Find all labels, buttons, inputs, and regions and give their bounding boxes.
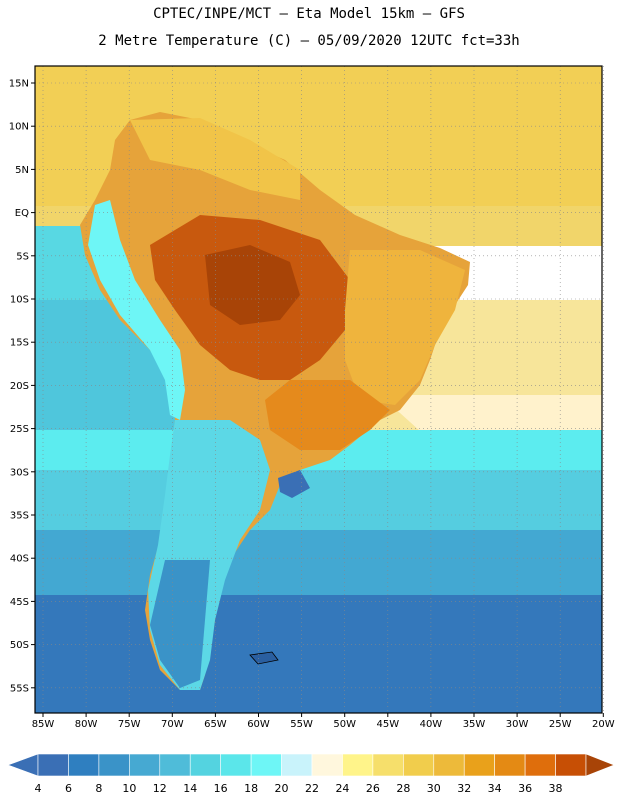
lat-tick-label: 10S: [10, 295, 29, 306]
lon-tick-label: 25W: [549, 719, 572, 730]
lon-tick-label: 65W: [204, 719, 227, 730]
colorbar-label: 34: [488, 782, 502, 795]
lat-tick-label: 55S: [10, 683, 29, 694]
lat-tick-label: 5N: [15, 165, 29, 176]
colorbar-label: 28: [396, 782, 410, 795]
andes-cool-strip: [88, 200, 185, 420]
colorbar-swatch: [403, 753, 435, 777]
longitude-axis: 85W 80W 75W 70W 65W 60W 55W 50W 45W 40W 35W 30W 25W 2…: [32, 713, 615, 730]
colorbar-label: 26: [366, 782, 380, 795]
map-frame: [34, 65, 603, 714]
patagonia: [150, 560, 210, 688]
colorbar-swatch: [281, 753, 313, 777]
map-title-line2: 2 Metre Temperature (C) – 05/09/2020 12U…: [98, 33, 520, 49]
lat-tick-label: 30S: [10, 467, 29, 478]
lon-tick-label: 55W: [290, 719, 313, 730]
east-brazil: [345, 250, 465, 405]
lon-tick-label: 40W: [420, 719, 443, 730]
lat-tick-label: 5S: [16, 251, 29, 262]
colorbar-swatch: [37, 753, 69, 777]
colorbar-max-arrow: [585, 753, 615, 777]
lat-tick-label: 25S: [10, 424, 29, 435]
colorbar-swatch: [494, 753, 526, 777]
lat-tick-label: 40S: [10, 554, 29, 565]
colorbar-swatch: [98, 753, 130, 777]
lon-tick-label: 50W: [333, 719, 356, 730]
colorbar-swatch: [189, 753, 221, 777]
colorbar-swatch: [250, 753, 282, 777]
south-brazil: [265, 380, 390, 450]
colorbar-swatch: [220, 753, 252, 777]
graticule: [35, 66, 604, 713]
colorbar-label: 36: [518, 782, 532, 795]
lat-tick-label: 50S: [10, 640, 29, 651]
colorbar-swatch: [68, 753, 100, 777]
colorbar-min-arrow: [7, 753, 39, 777]
lat-tick-label: 15N: [9, 79, 29, 90]
lat-tick-label: 15S: [10, 338, 29, 349]
very-hot-core: [205, 245, 300, 325]
falkland-islands: [249, 651, 279, 665]
colorbar-swatch: [159, 753, 191, 777]
colorbar-label: 4: [35, 782, 42, 795]
lat-tick-label: 35S: [10, 511, 29, 522]
rio-de-la-plata: [278, 470, 310, 498]
colorbar-label: 24: [335, 782, 349, 795]
colorbar-label: 10: [122, 782, 136, 795]
lon-tick-label: 35W: [463, 719, 486, 730]
colorbar-label: 8: [95, 782, 102, 795]
latitude-axis: 15N 10N 5N EQ 5S 10S 15S 20S 25S 30S 35S 40S 45S 50S 5…: [9, 79, 35, 694]
colorbar-label: 30: [427, 782, 441, 795]
lat-tick-label: 10N: [9, 122, 29, 133]
ocean-mid-south: [35, 470, 602, 540]
colorbar-label: 20: [275, 782, 289, 795]
colorbar-label: 16: [214, 782, 228, 795]
colorbar-swatch: [524, 753, 556, 777]
colorbar-swatch: [433, 753, 465, 777]
map-field: [35, 66, 602, 713]
colorbar-label: 38: [549, 782, 563, 795]
colorbar-label: 22: [305, 782, 319, 795]
lon-tick-label: 75W: [118, 719, 141, 730]
colorbar-label: 12: [153, 782, 167, 795]
colorbar-swatch: [463, 753, 495, 777]
lon-tick-label: 70W: [161, 719, 184, 730]
lon-tick-label: 85W: [32, 719, 55, 730]
map-title-line1: CPTEC/INPE/MCT – Eta Model 15km – GFS: [153, 6, 465, 22]
colorbar-swatch: [372, 753, 404, 777]
colorbar-swatch: [129, 753, 161, 777]
colorbar-swatch: [555, 753, 587, 777]
ocean-south: [35, 530, 602, 600]
colorbar-label: 32: [457, 782, 471, 795]
lon-tick-label: 45W: [376, 719, 399, 730]
colorbar-swatch: [342, 753, 374, 777]
lat-tick-label: 45S: [10, 597, 29, 608]
colorbar-swatch: [311, 753, 343, 777]
colorbar-label: 6: [65, 782, 72, 795]
lon-tick-label: 60W: [247, 719, 270, 730]
lat-tick-label: 20S: [10, 381, 29, 392]
colorbar: 4 6 8 10 12 14 16 18 20 22 24 26 28 30 32 34 36 38: [7, 753, 615, 795]
colorbar-label: 14: [183, 782, 197, 795]
lon-tick-label: 80W: [75, 719, 98, 730]
colorbar-label: 18: [244, 782, 258, 795]
lon-tick-label: 30W: [506, 719, 529, 730]
lat-tick-label: EQ: [15, 208, 29, 219]
lon-tick-label: 20W: [592, 719, 615, 730]
